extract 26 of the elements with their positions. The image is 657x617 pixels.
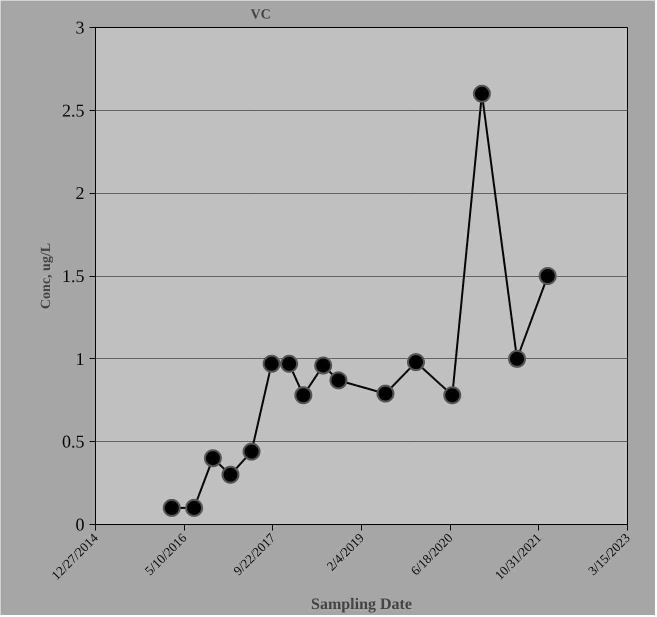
point — [508, 350, 526, 368]
point — [376, 384, 394, 403]
point — [280, 354, 298, 373]
point — [262, 354, 281, 373]
y-tick-label: 1 — [76, 348, 84, 369]
point — [538, 267, 557, 285]
y-tick-label: 3 — [76, 18, 84, 38]
y-tick-label: 2.5 — [62, 100, 84, 120]
chart-title: VC — [250, 8, 271, 22]
y-tick-label: 2 — [76, 183, 84, 204]
y-tick-label: 0 — [76, 514, 84, 534]
point — [314, 356, 332, 374]
point — [162, 498, 181, 517]
y-tick-label: 0.5 — [62, 432, 84, 452]
point — [472, 84, 491, 103]
point — [294, 386, 312, 404]
y-axis-title: Conc, ug/L — [39, 242, 54, 310]
point — [329, 371, 348, 390]
point — [204, 449, 222, 468]
point — [185, 498, 204, 517]
y-tick-label: 1.5 — [62, 266, 84, 286]
point — [242, 442, 261, 461]
x-axis-title: Sampling Date — [311, 596, 412, 613]
point — [221, 466, 240, 484]
point — [443, 386, 462, 404]
point — [406, 353, 425, 372]
